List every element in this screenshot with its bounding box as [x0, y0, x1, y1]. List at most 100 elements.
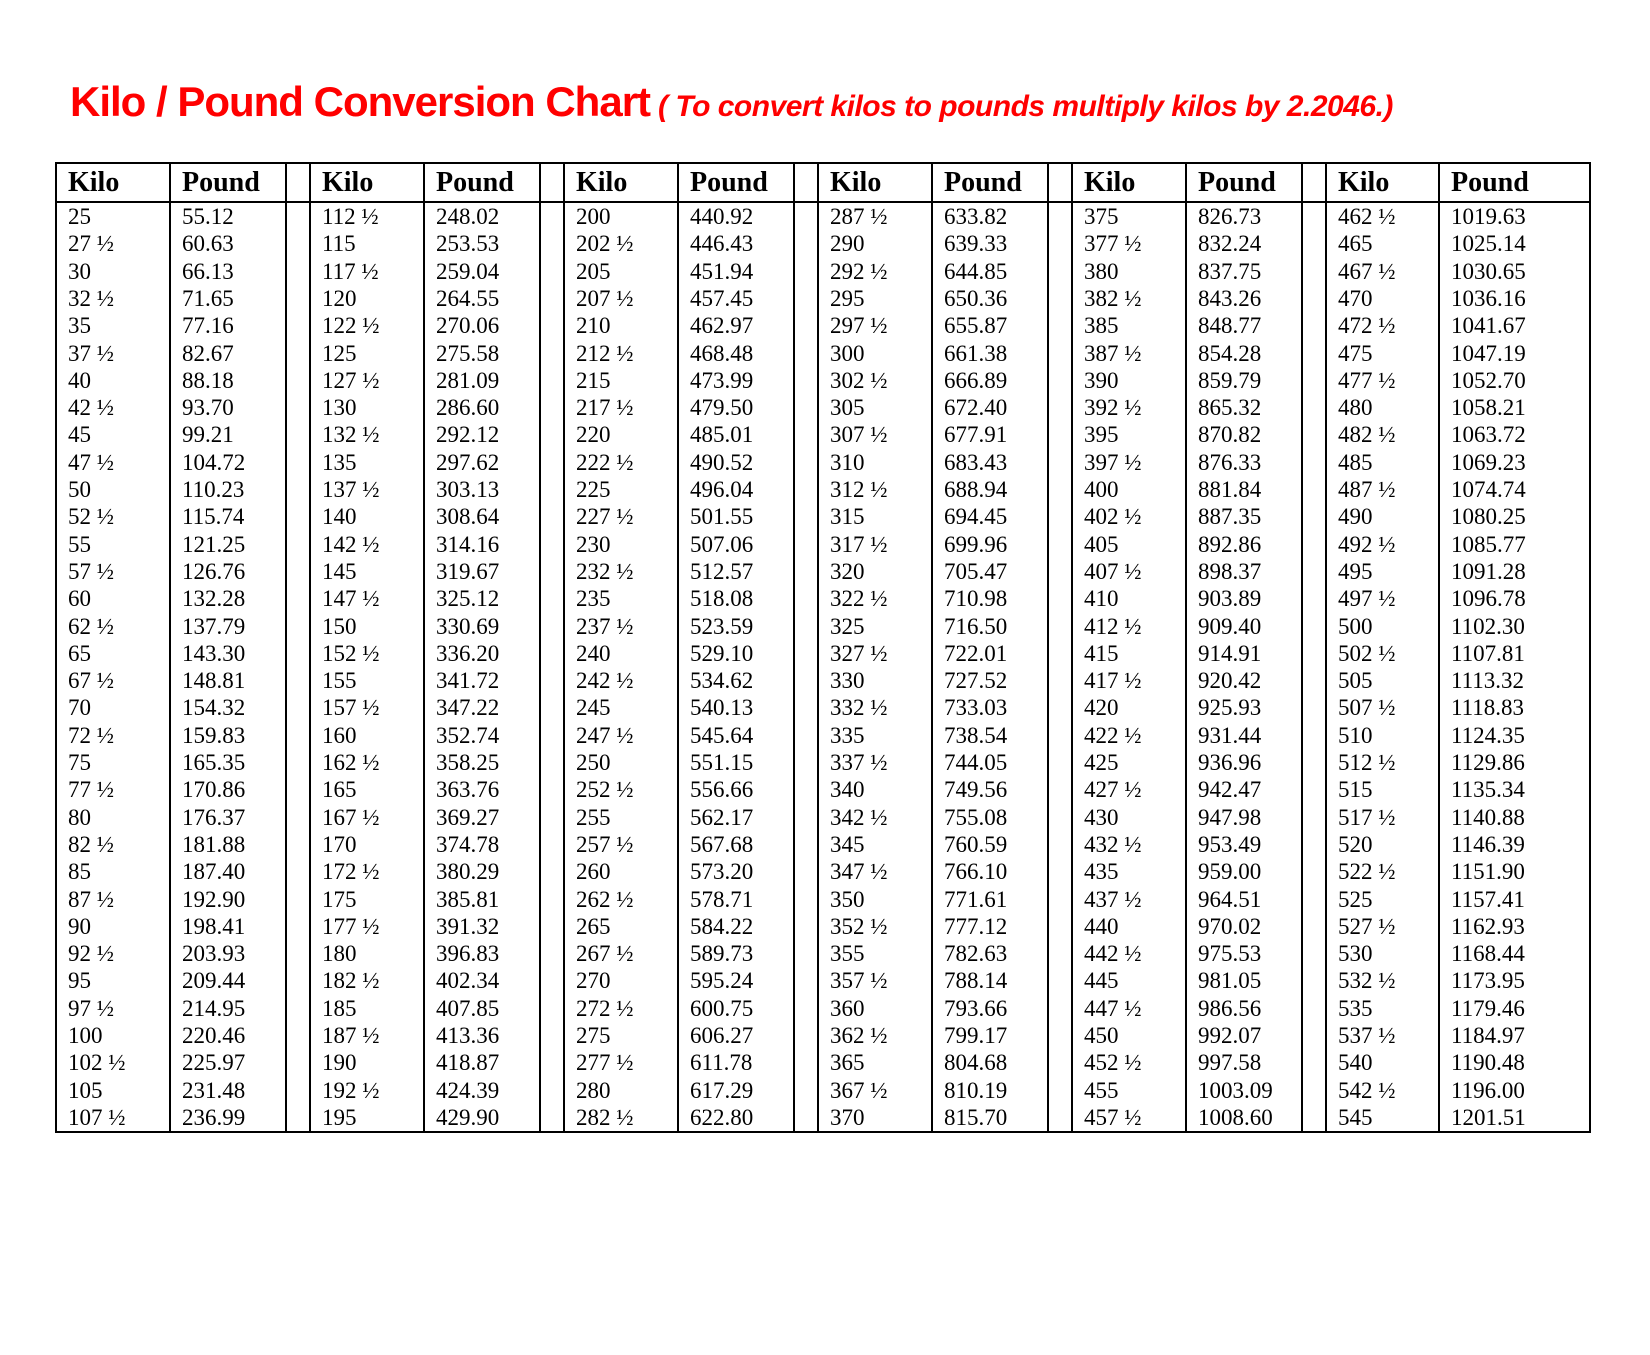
kilo-cell: 495 — [1325, 557, 1440, 586]
pound-cell: 738.54 — [931, 721, 1049, 750]
spacer-cell — [539, 257, 565, 285]
table-row: 97 ½ 214.95 185 407.85 272 ½ 600.75 360 793.66 4… — [55, 994, 1591, 1022]
spacer-cell — [1047, 803, 1073, 831]
pound-cell: 429.90 — [423, 1103, 541, 1133]
spacer-cell — [285, 366, 311, 395]
spacer-cell — [793, 503, 819, 531]
pound-cell: 551.15 — [677, 749, 795, 777]
spacer-cell — [285, 557, 311, 586]
spacer-cell — [1301, 830, 1327, 859]
kilo-cell: 530 — [1325, 940, 1440, 968]
spacer-cell — [1047, 366, 1073, 395]
table-row: 87 ½ 192.90 175 385.81 262 ½ 578.71 350 771.61 4… — [55, 885, 1591, 913]
spacer-cell — [1301, 339, 1327, 367]
spacer-cell — [539, 830, 565, 859]
spacer-cell — [793, 994, 819, 1022]
kilo-cell: 47 ½ — [55, 448, 171, 477]
pound-cell: 501.55 — [677, 503, 795, 531]
kilo-cell: 477 ½ — [1325, 366, 1440, 395]
pound-cell: 248.02 — [423, 202, 541, 231]
pound-cell: 413.36 — [423, 1022, 541, 1050]
spacer-cell — [1047, 257, 1073, 285]
pound-cell: 777.12 — [931, 912, 1049, 941]
kilo-cell: 245 — [563, 694, 679, 722]
spacer-cell — [1047, 612, 1073, 640]
kilo-cell: 220 — [563, 421, 679, 449]
pound-cell: 214.95 — [169, 994, 287, 1022]
spacer-cell — [539, 421, 565, 449]
pound-cell: 60.63 — [169, 230, 287, 258]
kilo-cell: 152 ½ — [309, 639, 425, 668]
spacer-cell — [793, 940, 819, 968]
pound-cell: 832.24 — [1185, 230, 1303, 258]
table-row: 40 88.18 127 ½ 281.09 215 473.99 302 ½ 666.89 39… — [55, 366, 1591, 395]
pound-cell: 815.70 — [931, 1103, 1049, 1133]
spacer-cell — [793, 912, 819, 941]
pound-cell: 881.84 — [1185, 476, 1303, 504]
pound-cell: 534.62 — [677, 667, 795, 695]
pound-cell: 485.01 — [677, 421, 795, 449]
pound-cell: 1168.44 — [1438, 940, 1591, 968]
column-header-pound: Pound — [1185, 163, 1303, 204]
kilo-cell: 172 ½ — [309, 858, 425, 886]
pound-cell: 374.78 — [423, 830, 541, 859]
spacer-cell — [1301, 366, 1327, 395]
pound-cell: 600.75 — [677, 994, 795, 1022]
pound-cell: 699.96 — [931, 530, 1049, 558]
spacer-cell — [539, 803, 565, 831]
spacer-cell — [539, 1049, 565, 1077]
pound-cell: 705.47 — [931, 557, 1049, 586]
table-head: Kilo Pound Kilo Pound Kilo Pound Kilo Pound Kilo… — [55, 163, 1591, 204]
spacer-cell — [1301, 612, 1327, 640]
kilo-cell: 37 ½ — [55, 339, 171, 367]
spacer-cell — [1047, 1022, 1073, 1050]
spacer-cell — [539, 612, 565, 640]
pound-cell: 633.82 — [931, 202, 1049, 231]
pound-cell: 1069.23 — [1438, 448, 1591, 477]
spacer-cell — [1301, 885, 1327, 913]
spacer-cell — [1301, 476, 1327, 504]
kilo-cell: 87 ½ — [55, 885, 171, 913]
pound-cell: 733.03 — [931, 694, 1049, 722]
pound-cell: 749.56 — [931, 776, 1049, 804]
spacer-cell — [1301, 803, 1327, 831]
pound-cell: 137.79 — [169, 612, 287, 640]
kilo-cell: 390 — [1071, 366, 1187, 395]
table-row: 52 ½ 115.74 140 308.64 227 ½ 501.55 315 694.45 4… — [55, 503, 1591, 531]
pound-cell: 270.06 — [423, 312, 541, 340]
pound-cell: 843.26 — [1185, 284, 1303, 313]
kilo-cell: 162 ½ — [309, 749, 425, 777]
pound-cell: 1003.09 — [1185, 1076, 1303, 1104]
pound-cell: 1157.41 — [1438, 885, 1591, 913]
pound-cell: 589.73 — [677, 940, 795, 968]
pound-cell: 666.89 — [931, 366, 1049, 395]
kilo-cell: 155 — [309, 667, 425, 695]
table-row: 67 ½ 148.81 155 341.72 242 ½ 534.62 330 727.52 4… — [55, 667, 1591, 695]
kilo-cell: 475 — [1325, 339, 1440, 367]
spacer-cell — [1301, 749, 1327, 777]
pound-cell: 1162.93 — [1438, 912, 1591, 941]
pound-cell: 716.50 — [931, 612, 1049, 640]
pound-cell: 209.44 — [169, 967, 287, 995]
kilo-cell: 387 ½ — [1071, 339, 1187, 367]
pound-cell: 352.74 — [423, 721, 541, 750]
kilo-cell: 427 ½ — [1071, 776, 1187, 804]
spacer-cell — [539, 667, 565, 695]
pound-cell: 677.91 — [931, 421, 1049, 449]
kilo-cell: 540 — [1325, 1049, 1440, 1077]
header-spacer-cell — [1301, 163, 1327, 204]
pound-cell: 126.76 — [169, 557, 287, 586]
kilo-cell: 140 — [309, 503, 425, 531]
pound-cell: 898.37 — [1185, 557, 1303, 586]
pound-cell: 992.07 — [1185, 1022, 1303, 1050]
kilo-cell: 322 ½ — [817, 585, 933, 613]
pound-cell: 88.18 — [169, 366, 287, 395]
spacer-cell — [1301, 1049, 1327, 1077]
spacer-cell — [1047, 912, 1073, 941]
pound-cell: 1019.63 — [1438, 202, 1591, 231]
header-spacer-cell — [285, 163, 311, 204]
spacer-cell — [285, 339, 311, 367]
kilo-cell: 500 — [1325, 612, 1440, 640]
pound-cell: 1074.74 — [1438, 476, 1591, 504]
kilo-cell: 192 ½ — [309, 1076, 425, 1104]
